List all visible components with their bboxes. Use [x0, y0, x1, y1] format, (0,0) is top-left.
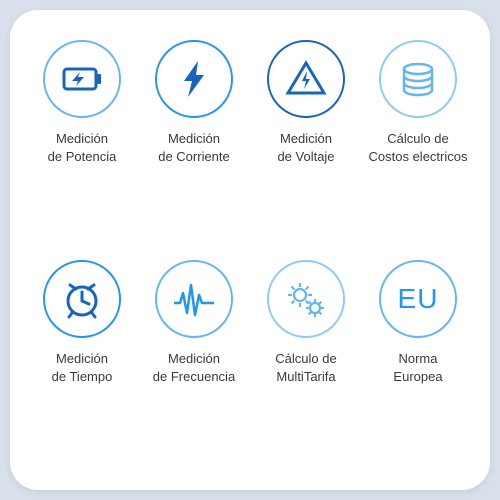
feature-power: Medición de Potencia: [30, 40, 134, 240]
eu-text: EU: [398, 283, 439, 315]
coins-icon: [379, 40, 457, 118]
feature-label: Medición de Tiempo: [52, 350, 113, 385]
gears-icon: [267, 260, 345, 338]
clock-icon: [43, 260, 121, 338]
feature-label: Medición de Frecuencia: [153, 350, 235, 385]
feature-label: Medición de Potencia: [48, 130, 117, 165]
feature-current: Medición de Corriente: [142, 40, 246, 240]
feature-card: Medición de Potencia Medición de Corrien…: [10, 10, 490, 490]
feature-voltage: Medición de Voltaje: [254, 40, 358, 240]
eu-icon: EU: [379, 260, 457, 338]
feature-label: Medición de Voltaje: [277, 130, 334, 165]
feature-label: Cálculo de Costos electricos: [369, 130, 468, 165]
feature-tariff: Cálculo de MultiTarifa: [254, 260, 358, 460]
feature-label: Medición de Corriente: [158, 130, 230, 165]
feature-label: Cálculo de MultiTarifa: [275, 350, 336, 385]
feature-frequency: Medición de Frecuencia: [142, 260, 246, 460]
pulse-icon: [155, 260, 233, 338]
feature-time: Medición de Tiempo: [30, 260, 134, 460]
voltage-triangle-icon: [267, 40, 345, 118]
bolt-icon: [155, 40, 233, 118]
battery-bolt-icon: [43, 40, 121, 118]
feature-eu: EU Norma Europea: [366, 260, 470, 460]
feature-cost: Cálculo de Costos electricos: [366, 40, 470, 240]
feature-label: Norma Europea: [393, 350, 442, 385]
